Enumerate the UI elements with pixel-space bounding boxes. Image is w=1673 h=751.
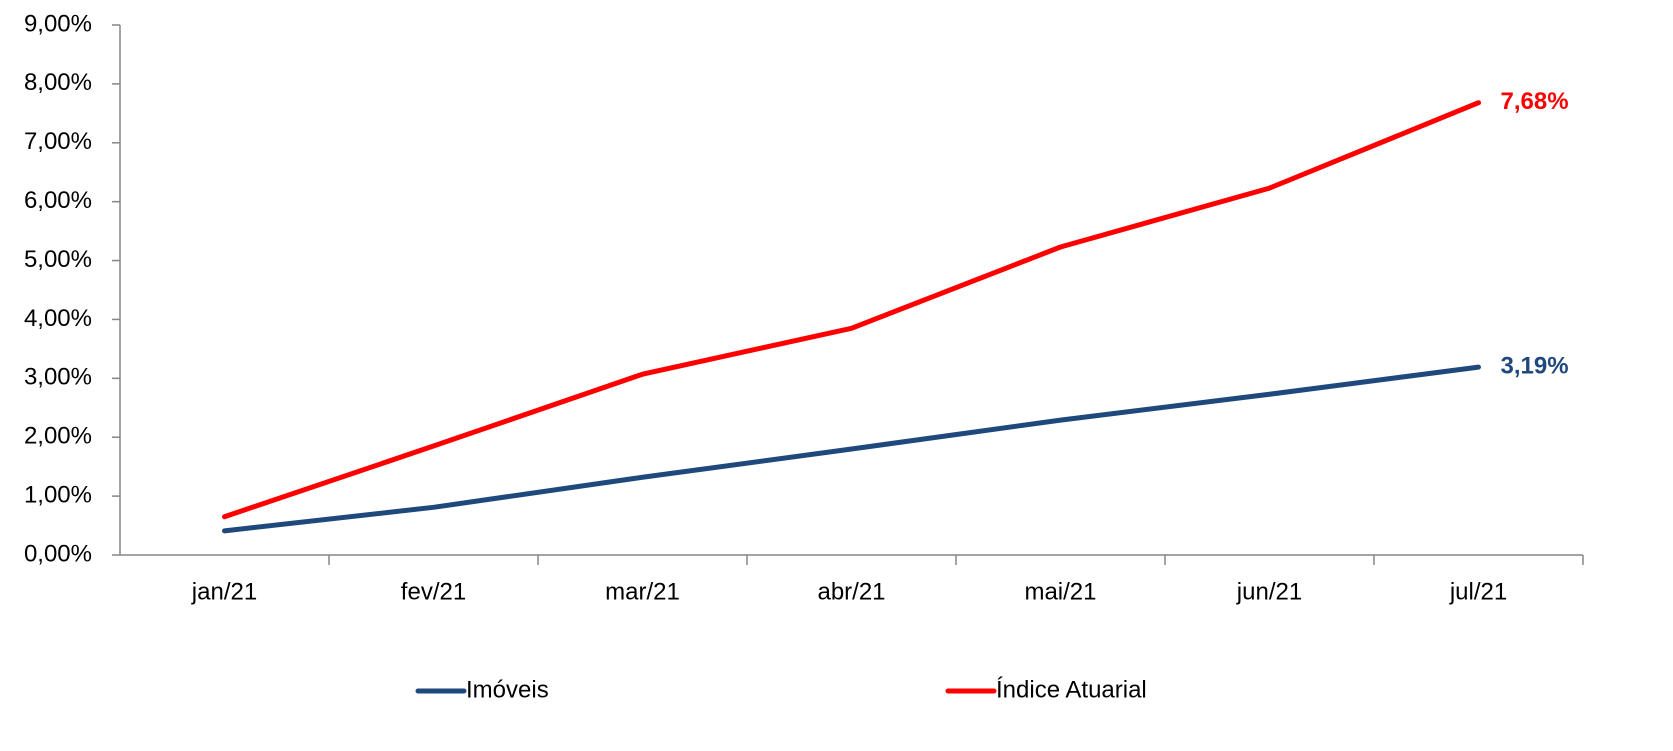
series-line [222,100,1481,520]
x-tick-label: abr/21 [817,578,885,605]
y-tick-label: 7,00% [24,128,92,155]
y-tick-label: 0,00% [24,540,92,567]
y-tick-label: 5,00% [24,246,92,273]
x-tick-label: jan/21 [191,578,257,605]
data-label: 7,68% [1501,88,1569,115]
y-tick-label: 4,00% [24,305,92,332]
y-tick-label: 2,00% [24,423,92,450]
x-tick-label: mai/21 [1024,578,1096,605]
y-tick-label: 9,00% [24,10,92,37]
x-tick-label: jul/21 [1449,578,1507,605]
legend-label: Índice Atuarial [996,676,1147,703]
y-tick-label: 8,00% [24,69,92,96]
x-tick-label: jun/21 [1236,578,1302,605]
x-tick-label: mar/21 [605,578,680,605]
x-tick-label: fev/21 [401,578,466,605]
legend-label: Imóveis [466,676,549,703]
y-tick-label: 1,00% [24,481,92,508]
data-label: 3,19% [1501,352,1569,379]
y-tick-label: 3,00% [24,364,92,391]
y-tick-label: 6,00% [24,187,92,214]
series-line [222,364,1481,534]
